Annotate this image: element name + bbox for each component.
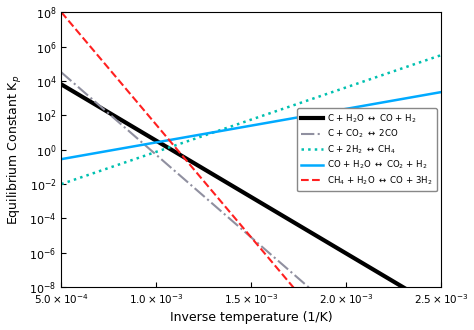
CH$_4$ + H$_2$O $\leftrightarrow$ CO + 3H$_2$ — [362, 302, 367, 306]
CO + H$_2$O $\leftrightarrow$ CO$_2$ + H$_2$ — [226, 128, 231, 132]
CO + H$_2$O $\leftrightarrow$ CO$_2$ + H$_2$ — [97, 150, 103, 154]
CO + H$_2$O $\leftrightarrow$ CO$_2$ + H$_2$ — [212, 130, 218, 134]
C + H$_2$O $\leftrightarrow$ CO + H$_2$ — [58, 82, 64, 86]
C + 2H$_2$ $\leftrightarrow$ CH$_4$ — [226, 125, 231, 129]
Line: CH$_4$ + H$_2$O $\leftrightarrow$ CO + 3H$_2$: CH$_4$ + H$_2$O $\leftrightarrow$ CO + 3… — [61, 12, 441, 304]
C + CO$_2$ $\leftrightarrow$ 2CO — [58, 70, 64, 74]
C + 2H$_2$ $\leftrightarrow$ CH$_4$ — [58, 182, 64, 186]
CO + H$_2$O $\leftrightarrow$ CO$_2$ + H$_2$ — [58, 157, 64, 161]
CH$_4$ + H$_2$O $\leftrightarrow$ CO + 3H$_2$ — [97, 56, 103, 60]
C + H$_2$O $\leftrightarrow$ CO + H$_2$ — [362, 262, 367, 266]
C + CO$_2$ $\leftrightarrow$ 2CO — [326, 302, 331, 306]
CH$_4$ + H$_2$O $\leftrightarrow$ CO + 3H$_2$ — [355, 302, 361, 306]
C + 2H$_2$ $\leftrightarrow$ CH$_4$ — [319, 93, 325, 97]
Y-axis label: Equilibrium Constant K$_p$: Equilibrium Constant K$_p$ — [6, 75, 24, 225]
C + H$_2$O $\leftrightarrow$ CO + H$_2$ — [438, 302, 444, 306]
C + H$_2$O $\leftrightarrow$ CO + H$_2$ — [429, 302, 435, 306]
Line: C + 2H$_2$ $\leftrightarrow$ CH$_4$: C + 2H$_2$ $\leftrightarrow$ CH$_4$ — [61, 55, 441, 184]
CO + H$_2$O $\leftrightarrow$ CO$_2$ + H$_2$ — [355, 105, 360, 109]
C + CO$_2$ $\leftrightarrow$ 2CO — [97, 104, 103, 108]
CH$_4$ + H$_2$O $\leftrightarrow$ CO + 3H$_2$ — [58, 10, 64, 14]
Legend: C + H$_2$O $\leftrightarrow$ CO + H$_2$, C + CO$_2$ $\leftrightarrow$ 2CO, C + 2: C + H$_2$O $\leftrightarrow$ CO + H$_2$,… — [297, 108, 437, 191]
C + CO$_2$ $\leftrightarrow$ 2CO — [438, 302, 444, 306]
CO + H$_2$O $\leftrightarrow$ CO$_2$ + H$_2$ — [319, 111, 325, 115]
CH$_4$ + H$_2$O $\leftrightarrow$ CO + 3H$_2$ — [226, 209, 231, 213]
C + CO$_2$ $\leftrightarrow$ 2CO — [212, 204, 218, 208]
C + H$_2$O $\leftrightarrow$ CO + H$_2$ — [212, 174, 218, 178]
Line: C + H$_2$O $\leftrightarrow$ CO + H$_2$: C + H$_2$O $\leftrightarrow$ CO + H$_2$ — [61, 84, 441, 304]
X-axis label: Inverse temperature (1/K): Inverse temperature (1/K) — [170, 312, 333, 324]
Line: C + CO$_2$ $\leftrightarrow$ 2CO: C + CO$_2$ $\leftrightarrow$ 2CO — [61, 72, 441, 304]
C + CO$_2$ $\leftrightarrow$ 2CO — [319, 297, 325, 301]
C + H$_2$O $\leftrightarrow$ CO + H$_2$ — [226, 182, 231, 186]
CH$_4$ + H$_2$O $\leftrightarrow$ CO + 3H$_2$ — [319, 302, 325, 306]
C + 2H$_2$ $\leftrightarrow$ CH$_4$ — [97, 169, 103, 173]
C + CO$_2$ $\leftrightarrow$ 2CO — [362, 302, 367, 306]
C + 2H$_2$ $\leftrightarrow$ CH$_4$ — [438, 53, 444, 57]
C + H$_2$O $\leftrightarrow$ CO + H$_2$ — [355, 258, 360, 262]
CH$_4$ + H$_2$O $\leftrightarrow$ CO + 3H$_2$ — [212, 192, 218, 196]
Line: CO + H$_2$O $\leftrightarrow$ CO$_2$ + H$_2$: CO + H$_2$O $\leftrightarrow$ CO$_2$ + H… — [61, 92, 441, 159]
CO + H$_2$O $\leftrightarrow$ CO$_2$ + H$_2$ — [362, 104, 367, 108]
CO + H$_2$O $\leftrightarrow$ CO$_2$ + H$_2$ — [438, 90, 444, 94]
C + 2H$_2$ $\leftrightarrow$ CH$_4$ — [355, 82, 360, 85]
C + H$_2$O $\leftrightarrow$ CO + H$_2$ — [319, 237, 325, 241]
C + 2H$_2$ $\leftrightarrow$ CH$_4$ — [212, 130, 218, 134]
C + H$_2$O $\leftrightarrow$ CO + H$_2$ — [97, 105, 103, 109]
C + CO$_2$ $\leftrightarrow$ 2CO — [355, 302, 361, 306]
C + 2H$_2$ $\leftrightarrow$ CH$_4$ — [362, 79, 367, 83]
CH$_4$ + H$_2$O $\leftrightarrow$ CO + 3H$_2$ — [305, 302, 311, 306]
CH$_4$ + H$_2$O $\leftrightarrow$ CO + 3H$_2$ — [438, 302, 444, 306]
C + CO$_2$ $\leftrightarrow$ 2CO — [226, 216, 231, 220]
